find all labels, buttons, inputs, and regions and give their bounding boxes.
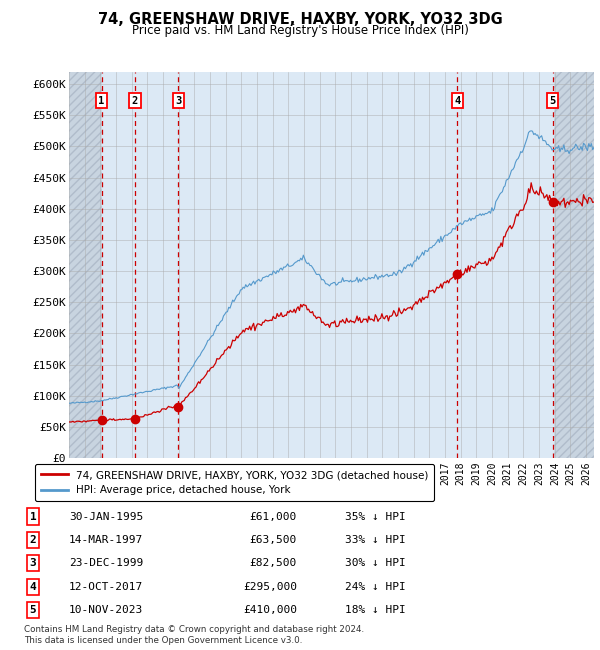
Text: Contains HM Land Registry data © Crown copyright and database right 2024.
This d: Contains HM Land Registry data © Crown c…: [24, 625, 364, 645]
Bar: [135, 72, 178, 458]
Text: 4: 4: [29, 582, 37, 592]
Text: £61,000: £61,000: [250, 512, 297, 521]
Bar: [178, 72, 457, 458]
Text: 3: 3: [29, 558, 37, 568]
Text: 23-DEC-1999: 23-DEC-1999: [69, 558, 143, 568]
Text: £82,500: £82,500: [250, 558, 297, 568]
Text: 5: 5: [29, 605, 37, 615]
Text: 4: 4: [454, 96, 460, 105]
Text: Price paid vs. HM Land Registry's House Price Index (HPI): Price paid vs. HM Land Registry's House …: [131, 24, 469, 37]
Text: 2: 2: [132, 96, 138, 105]
Text: 33% ↓ HPI: 33% ↓ HPI: [345, 535, 406, 545]
Text: 30% ↓ HPI: 30% ↓ HPI: [345, 558, 406, 568]
Text: 2: 2: [29, 535, 37, 545]
Bar: [553, 72, 594, 458]
Text: 35% ↓ HPI: 35% ↓ HPI: [345, 512, 406, 521]
Bar: [69, 72, 101, 458]
Text: 3: 3: [175, 96, 182, 105]
Text: £63,500: £63,500: [250, 535, 297, 545]
Bar: [101, 72, 135, 458]
Text: 18% ↓ HPI: 18% ↓ HPI: [345, 605, 406, 615]
Bar: [457, 72, 553, 458]
Text: 30-JAN-1995: 30-JAN-1995: [69, 512, 143, 521]
Text: £410,000: £410,000: [243, 605, 297, 615]
Legend: 74, GREENSHAW DRIVE, HAXBY, YORK, YO32 3DG (detached house), HPI: Average price,: 74, GREENSHAW DRIVE, HAXBY, YORK, YO32 3…: [35, 463, 434, 502]
Text: 10-NOV-2023: 10-NOV-2023: [69, 605, 143, 615]
Bar: [69, 72, 101, 458]
Text: 1: 1: [29, 512, 37, 521]
Text: 74, GREENSHAW DRIVE, HAXBY, YORK, YO32 3DG: 74, GREENSHAW DRIVE, HAXBY, YORK, YO32 3…: [98, 12, 502, 27]
Text: 5: 5: [550, 96, 556, 105]
Bar: [553, 72, 594, 458]
Text: 12-OCT-2017: 12-OCT-2017: [69, 582, 143, 592]
Text: 24% ↓ HPI: 24% ↓ HPI: [345, 582, 406, 592]
Text: 1: 1: [98, 96, 105, 105]
Text: 14-MAR-1997: 14-MAR-1997: [69, 535, 143, 545]
Text: £295,000: £295,000: [243, 582, 297, 592]
